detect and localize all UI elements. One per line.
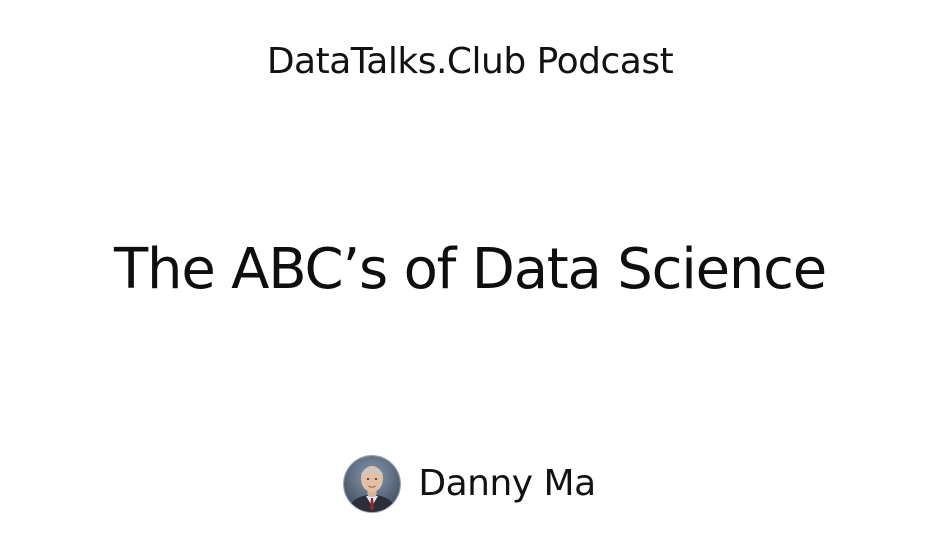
- guest-name: Danny Ma: [418, 463, 596, 504]
- guest-avatar: [344, 456, 401, 512]
- person-photo-icon: [344, 456, 401, 512]
- episode-title: The ABC’s of Data Science: [114, 237, 827, 302]
- guest-info: Danny Ma: [0, 455, 940, 513]
- podcast-name: DataTalks.Club Podcast: [266, 41, 674, 82]
